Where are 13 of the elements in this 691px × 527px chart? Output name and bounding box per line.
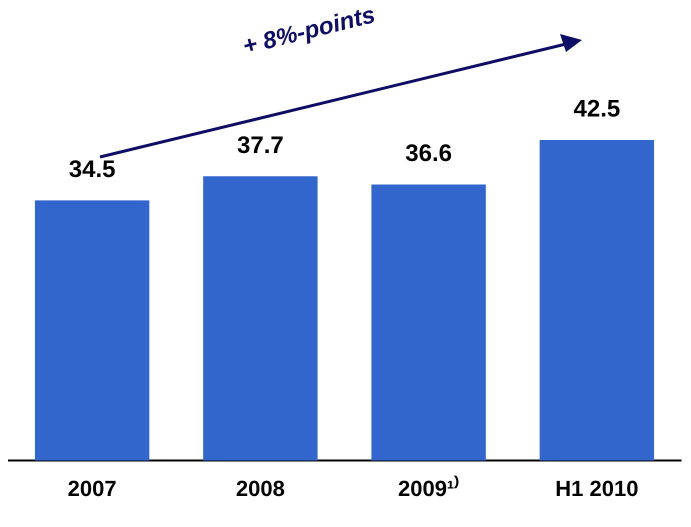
bar bbox=[34, 200, 150, 461]
x-tick-label: 2009¹⁾ bbox=[398, 474, 460, 501]
x-tick-label: 2007 bbox=[68, 476, 117, 501]
bar bbox=[371, 184, 486, 461]
x-tick-label: 2008 bbox=[236, 476, 285, 501]
data-label: 36.6 bbox=[405, 140, 452, 168]
x-tick-label: H1 2010 bbox=[555, 476, 638, 501]
text: + 8%-points bbox=[240, 1, 378, 62]
data-label: 34.5 bbox=[68, 156, 116, 183]
data-label: 37.7 bbox=[237, 132, 284, 159]
bar bbox=[540, 140, 654, 461]
bar bbox=[203, 176, 318, 461]
data-label: 42.5 bbox=[574, 96, 620, 123]
